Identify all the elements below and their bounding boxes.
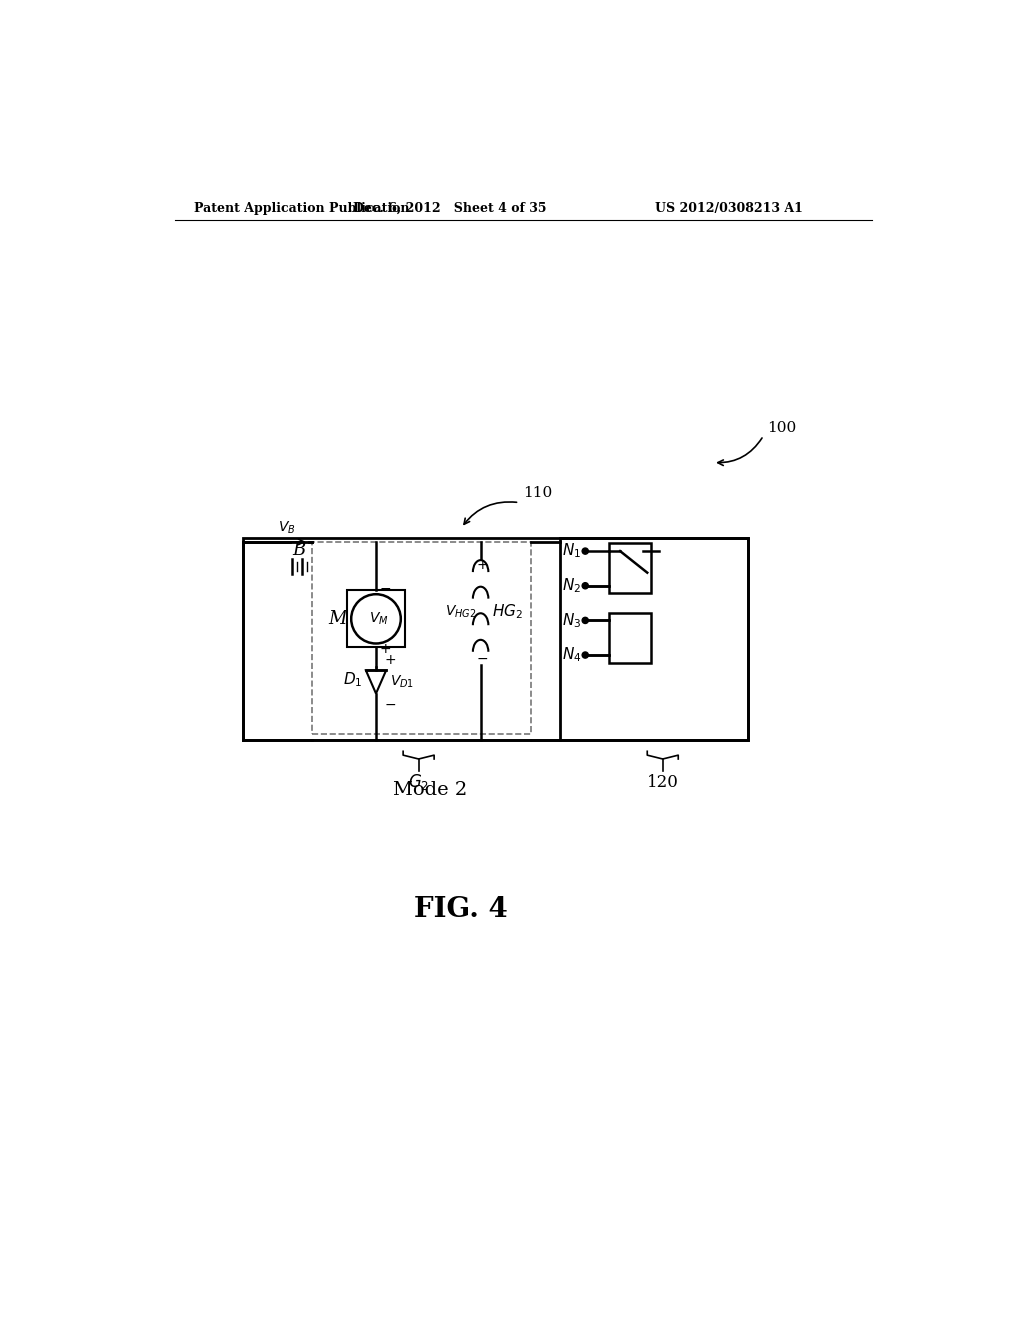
Text: $N_2$: $N_2$ [562,577,582,595]
Text: $V_B$: $V_B$ [278,519,295,536]
Bar [560,539,748,739]
Text: −: − [380,582,391,595]
Bar [312,543,531,734]
Text: Dec. 6, 2012   Sheet 4 of 35: Dec. 6, 2012 Sheet 4 of 35 [353,202,547,215]
Text: +: + [384,652,395,667]
Circle shape [583,548,589,554]
Bar [243,539,748,739]
Text: $V_{D1}$: $V_{D1}$ [390,673,414,690]
Text: 120: 120 [647,774,679,791]
Text: −: − [476,652,488,665]
Text: US 2012/0308213 A1: US 2012/0308213 A1 [655,202,803,215]
Text: $N_1$: $N_1$ [562,541,582,561]
Bar [608,612,651,663]
Text: +: + [476,558,488,572]
Text: Mode 2: Mode 2 [393,781,467,799]
Text: −: − [384,697,395,711]
Circle shape [583,652,589,659]
Text: $D_1$: $D_1$ [343,671,362,689]
Text: 110: 110 [523,486,553,500]
Circle shape [583,582,589,589]
Text: FIG. 4: FIG. 4 [415,896,508,923]
Text: M: M [328,610,346,628]
Circle shape [583,618,589,623]
Text: $V_{HG2}$: $V_{HG2}$ [445,603,477,620]
Text: $G_2$: $G_2$ [408,772,429,792]
Text: B: B [292,541,305,558]
Text: $N_3$: $N_3$ [562,611,582,630]
Text: $N_4$: $N_4$ [562,645,582,664]
Text: $V_M$: $V_M$ [370,611,389,627]
Text: $HG_2$: $HG_2$ [493,602,523,622]
Text: Patent Application Publication: Patent Application Publication [194,202,410,215]
Text: +: + [380,642,391,656]
Bar [608,544,651,594]
Text: 100: 100 [767,421,797,434]
Bar [347,590,404,647]
